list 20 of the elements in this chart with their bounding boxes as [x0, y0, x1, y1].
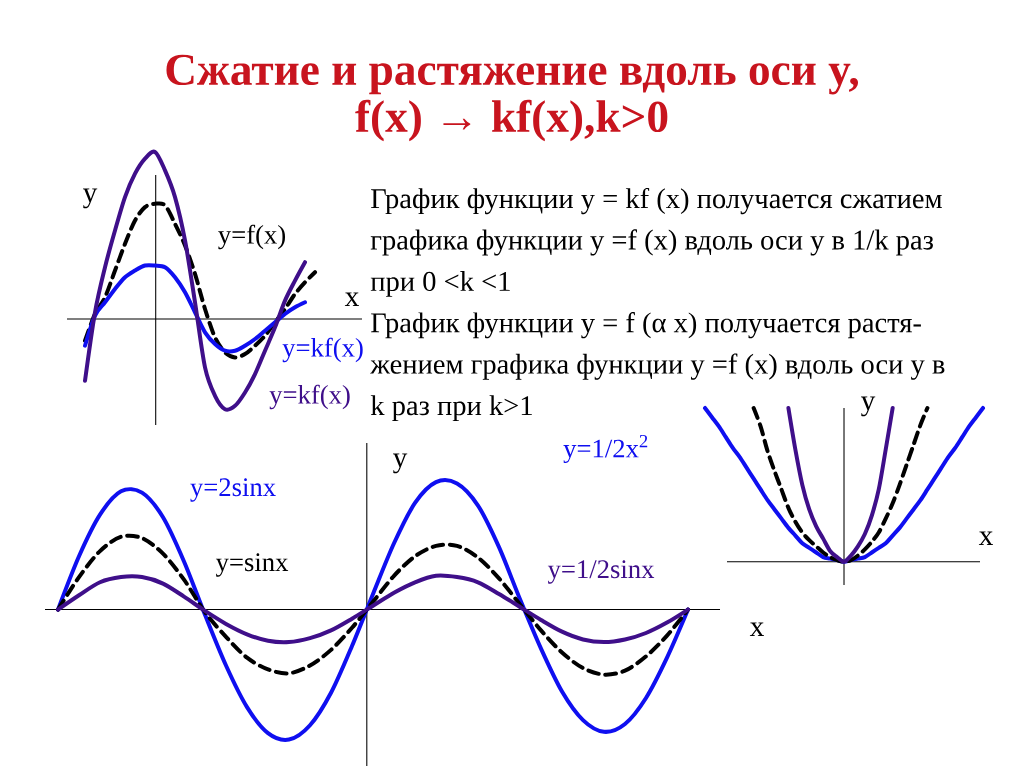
x-axis-title: x — [978, 531, 993, 545]
series-label: y=2sinx — [190, 478, 276, 502]
text: y=1/2x$^{2}$ — [563, 434, 648, 464]
text: k раз при k>1 — [370, 395, 532, 422]
series-label: y=1/2sinx — [547, 560, 655, 584]
text: График функции y = f (α x) получается растя- — [371, 312, 921, 339]
x-axis-title: x — [344, 292, 359, 306]
text: График функции y = kf (x) получается сжатием — [371, 187, 942, 215]
series-label: y=kf(x) — [282, 337, 363, 363]
x-axis-title: x — [749, 622, 764, 636]
y-axis-title: y — [83, 188, 98, 209]
y-axis-title: y — [393, 453, 408, 474]
text: при 0 <k <1 — [370, 271, 510, 297]
series-label: y=sinx — [215, 553, 289, 577]
text: графика функции y =f (x) вдоль оси y в 1/k раз — [370, 229, 933, 256]
series-label: y=f(x) — [218, 224, 286, 250]
series-label: y=kf(x) — [269, 384, 350, 410]
text: жением графика функции y =f (x) вдоль оси y в — [370, 353, 945, 380]
y-axis-title: y — [861, 396, 876, 417]
text: Сжатие и растяжение вдоль оси y, f(x) → kf(x),k>0 — [166, 54, 859, 142]
